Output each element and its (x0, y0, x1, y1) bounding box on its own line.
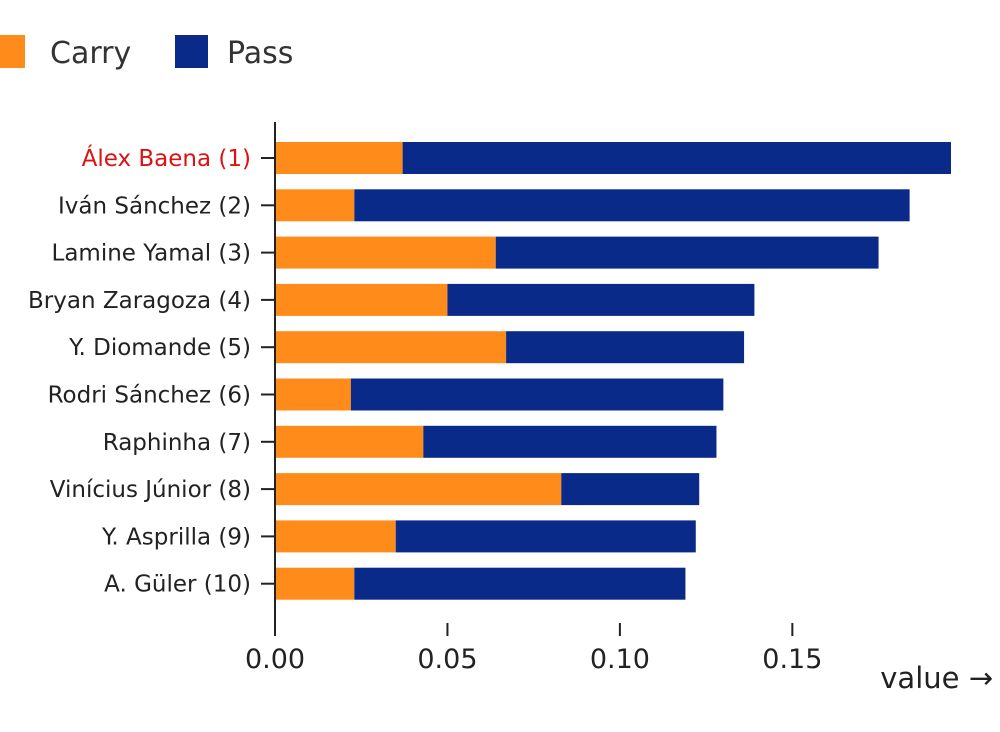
bar-carry-raphinha-7 (275, 425, 424, 458)
x-tick-label-1: 0.05 (417, 644, 477, 675)
bar-carry-y-asprilla-9 (275, 520, 396, 553)
category-label-raphinha-7: Raphinha (7) (103, 430, 251, 456)
bar-pass-lamine-yamal-3 (495, 236, 879, 269)
bar-carry-ivan-sanchez-2 (275, 189, 355, 222)
bar-pass-raphinha-7 (423, 425, 717, 458)
bar-pass-rodri-sanchez-6 (350, 378, 724, 411)
y-axis: Álex Baena (1) Iván Sánchez (2) Lamine Yam… (28, 122, 276, 632)
legend-label-pass: Pass (227, 36, 293, 71)
bar-pass-ivan-sanchez-2 (354, 189, 910, 222)
legend-swatch-carry (0, 35, 25, 68)
x-tick-label-2: 0.10 (590, 644, 650, 675)
bar-carry-bryan-zaragoza-4 (275, 283, 448, 316)
category-label-alex-baena-1: Álex Baena (1) (82, 144, 251, 172)
legend: Carry Pass (0, 35, 293, 71)
category-label-vinicius-junior-8: Vinícius Júnior (8) (50, 477, 251, 503)
category-label-y-diomande-5: Y. Diomande (5) (68, 335, 251, 361)
bar-carry-alex-baena-1 (275, 142, 403, 174)
bar-pass-a-guler-10 (354, 567, 686, 600)
x-tick-label-3: 0.15 (762, 644, 822, 675)
bar-carry-rodri-sanchez-6 (275, 378, 351, 411)
category-label-bryan-zaragoza-4: Bryan Zaragoza (4) (28, 288, 251, 314)
bar-carry-y-diomande-5 (275, 331, 507, 364)
bar-carry-vinicius-junior-8 (275, 473, 562, 506)
category-label-a-guler-10: A. Güler (10) (104, 572, 251, 598)
bar-pass-bryan-zaragoza-4 (447, 283, 755, 316)
bar-pass-y-asprilla-9 (395, 520, 696, 553)
bar-pass-vinicius-junior-8 (561, 473, 700, 506)
bar-pass-y-diomande-5 (506, 331, 745, 364)
category-label-lamine-yamal-3: Lamine Yamal (3) (52, 241, 252, 267)
category-label-ivan-sanchez-2: Iván Sánchez (2) (58, 193, 251, 219)
bars-group (275, 142, 951, 600)
x-axis: 0.00 0.05 0.10 0.15 (245, 623, 822, 675)
category-label-y-asprilla-9: Y. Asprilla (9) (101, 524, 251, 550)
x-axis-label: value → (880, 661, 993, 695)
bar-carry-lamine-yamal-3 (275, 236, 496, 269)
bar-carry-a-guler-10 (275, 567, 355, 600)
x-tick-label-0: 0.00 (245, 644, 305, 675)
bar-pass-alex-baena-1 (402, 142, 951, 174)
legend-label-carry: Carry (50, 36, 131, 71)
category-label-rodri-sanchez-6: Rodri Sánchez (6) (48, 383, 251, 409)
legend-swatch-pass (175, 35, 208, 68)
